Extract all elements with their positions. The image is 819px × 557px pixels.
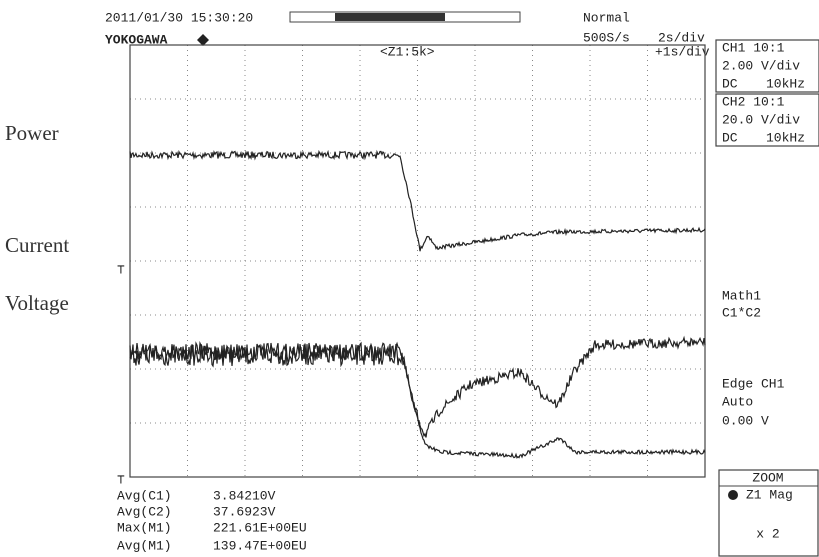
measure-value: 3.84210V: [213, 488, 276, 503]
channel-bandwidth: 10kHz: [766, 76, 805, 91]
channel-name: CH1 10:1: [722, 40, 785, 55]
record-window: [335, 13, 445, 21]
sample-rate: 500S/s: [583, 30, 630, 45]
waveform: [129, 340, 706, 459]
measure-label: Avg(M1): [117, 538, 172, 553]
trigger-mode: Auto: [722, 394, 753, 409]
measure-value: 37.6923V: [213, 504, 276, 519]
measure-value: 221.61E+00EU: [213, 520, 307, 535]
zoom-icon: [728, 490, 738, 500]
math-expr: C1*C2: [722, 305, 761, 320]
graticule: [130, 45, 705, 477]
measure-value: 139.47E+00EU: [213, 538, 307, 553]
zoom-box: [718, 469, 819, 557]
brand-mark: [197, 34, 209, 46]
trigger-source: Edge CH1: [722, 376, 785, 391]
record-bar: [289, 11, 521, 23]
timestamp: 2011/01/30 15:30:20: [105, 10, 253, 25]
channel-name: CH2 10:1: [722, 94, 785, 109]
measure-label: Max(M1): [117, 520, 172, 535]
channel-coupling: DC: [722, 130, 738, 145]
brand: YOKOGAWA: [105, 32, 168, 47]
channel-scale: 2.00 V/div: [722, 58, 800, 73]
trigger-level: 0.00 V: [722, 413, 769, 428]
trigger-mode: Normal: [583, 10, 630, 25]
trace-label: Voltage: [5, 291, 69, 315]
measure-label: Avg(C2): [117, 504, 172, 519]
channel-bandwidth: 10kHz: [766, 130, 805, 145]
waveforms: [129, 149, 706, 459]
zoom-title: ZOOM: [752, 470, 783, 485]
math-name: Math1: [722, 288, 761, 303]
timebase: 2s/div: [658, 30, 705, 45]
ground-marker: ⊤: [117, 472, 125, 487]
zoom-timebase: +1s/div: [655, 44, 710, 59]
ground-marker: ⊤: [117, 262, 125, 277]
channel-box: [715, 93, 819, 147]
zoom-factor: x 2: [756, 526, 779, 541]
waveform: [129, 149, 706, 252]
graticule-frame: [129, 44, 706, 478]
channel-scale: 20.0 V/div: [722, 112, 800, 127]
measure-label: Avg(C1): [117, 488, 172, 503]
trace-label: Current: [5, 233, 69, 257]
waveform: [129, 335, 706, 438]
zoom-label: <Z1:5k>: [380, 44, 435, 59]
trace-label: Power: [5, 121, 59, 145]
channel-coupling: DC: [722, 76, 738, 91]
channel-box: [715, 39, 819, 93]
zoom-name: Z1 Mag: [746, 487, 793, 502]
